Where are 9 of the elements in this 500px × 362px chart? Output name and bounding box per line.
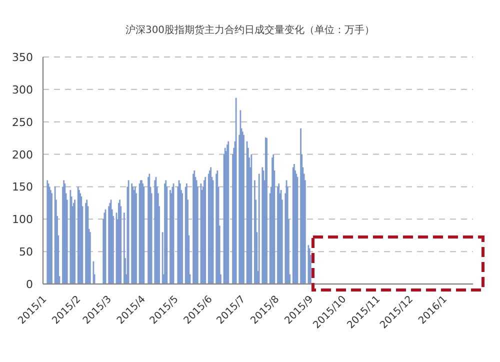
y-tick-label: 200 [12,148,33,162]
chart-title: 沪深300股指期货主力合约日成交量变化（单位：万手） [125,24,375,36]
y-tick-label: 250 [12,116,33,129]
y-tick-label: 300 [12,83,33,96]
y-tick-label: 100 [12,213,33,226]
y-tick-label: 50 [19,246,33,259]
y-tick-label: 350 [12,51,33,64]
y-tick-label: 150 [12,180,33,194]
y-tick-label: 0 [26,278,33,291]
